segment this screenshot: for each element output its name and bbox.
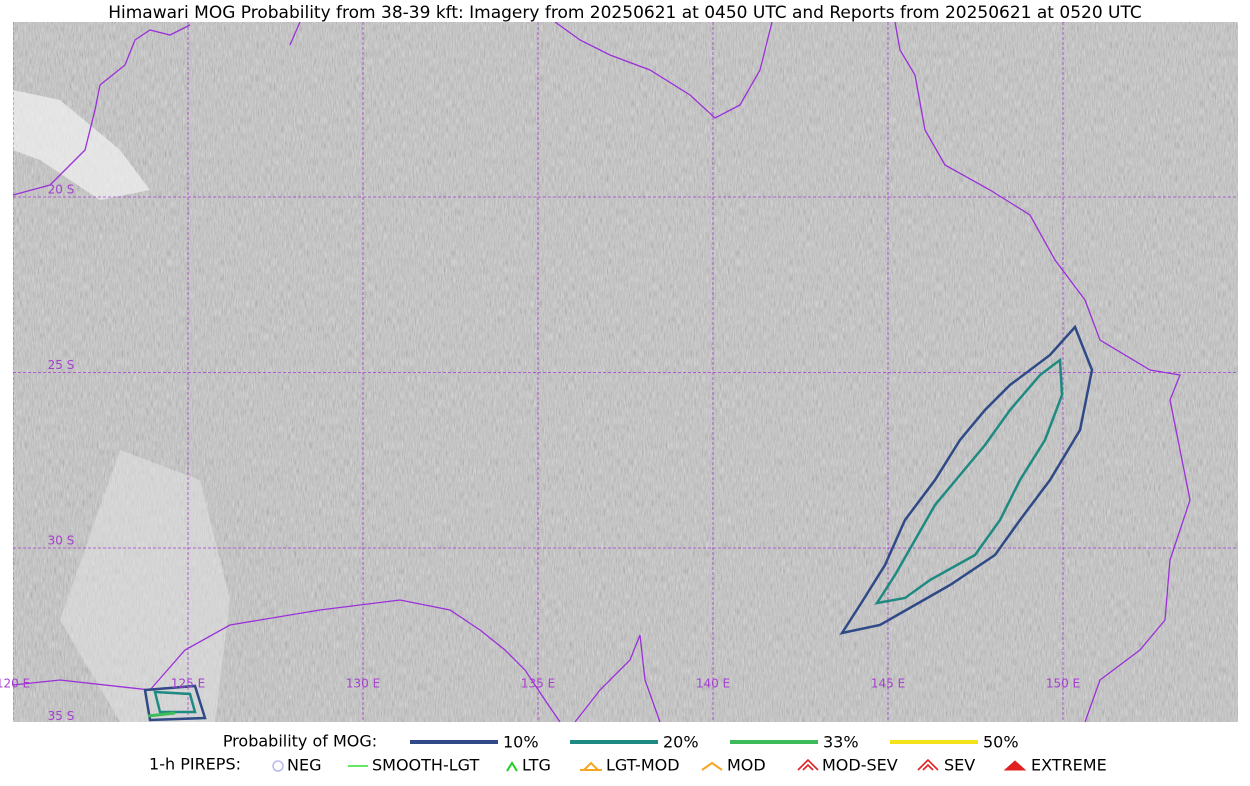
contour-20	[153, 690, 197, 714]
map	[13, 22, 1238, 722]
lon-label: 120 E	[0, 677, 30, 691]
legend-title: 1-h PIREPS:	[149, 755, 241, 774]
grid-labels: 120 E 125 E 130 E 135 E 140 E 145 E 150 E 20 S 2…	[0, 183, 1080, 724]
legend-label: 50%	[983, 733, 1019, 752]
pirep-symbol	[701, 761, 723, 771]
legend-title: Probability of MOG:	[223, 732, 377, 751]
contour-10	[839, 324, 1094, 635]
cloud	[60, 450, 230, 722]
pirep-symbol	[580, 761, 602, 771]
legend-label: NEG	[287, 756, 321, 775]
legend-label: LGT-MOD	[606, 756, 680, 775]
lat-label: 30 S	[48, 534, 75, 548]
lat-label: 35 S	[48, 709, 75, 723]
legend-label: EXTREME	[1031, 756, 1107, 775]
cloud	[13, 90, 150, 200]
legend-label: SMOOTH-LGT	[372, 756, 479, 775]
lon-label: 150 E	[1046, 677, 1080, 691]
legend-label: 20%	[663, 733, 699, 752]
contour-10	[143, 684, 207, 722]
legend-label: SEV	[944, 756, 975, 775]
lat-label: 20 S	[48, 183, 75, 197]
graticule	[13, 22, 1238, 722]
lon-label: 135 E	[521, 677, 555, 691]
contour-20	[874, 357, 1064, 605]
pirep-symbol	[797, 758, 819, 771]
contour-33	[147, 711, 176, 718]
pirep-symbol	[272, 760, 284, 772]
coastline	[13, 22, 1191, 722]
title: Himawari MOG Probability from 38-39 kft:…	[108, 3, 1142, 23]
legend-label: 10%	[503, 733, 539, 752]
lon-label: 140 E	[696, 677, 730, 691]
lon-label: 125 E	[171, 677, 205, 691]
lat-label: 25 S	[48, 358, 75, 372]
lon-label: 130 E	[346, 677, 380, 691]
legend-label: MOD-SEV	[822, 756, 898, 775]
legend-label: MOD	[727, 756, 766, 775]
legend-label: 33%	[823, 733, 859, 752]
probability-legend: 10% 20% 33% 50%	[410, 733, 1019, 752]
lon-label: 145 E	[871, 677, 905, 691]
legend-label: LTG	[522, 756, 551, 775]
pirep-symbol	[1003, 760, 1027, 771]
pirep-symbol	[506, 761, 518, 772]
pirep-legend: NEG SMOOTH-LGT LTG LGT-MOD MOD MOD-SEV SEV EXTR…	[272, 756, 1107, 775]
pirep-symbol	[917, 758, 939, 771]
